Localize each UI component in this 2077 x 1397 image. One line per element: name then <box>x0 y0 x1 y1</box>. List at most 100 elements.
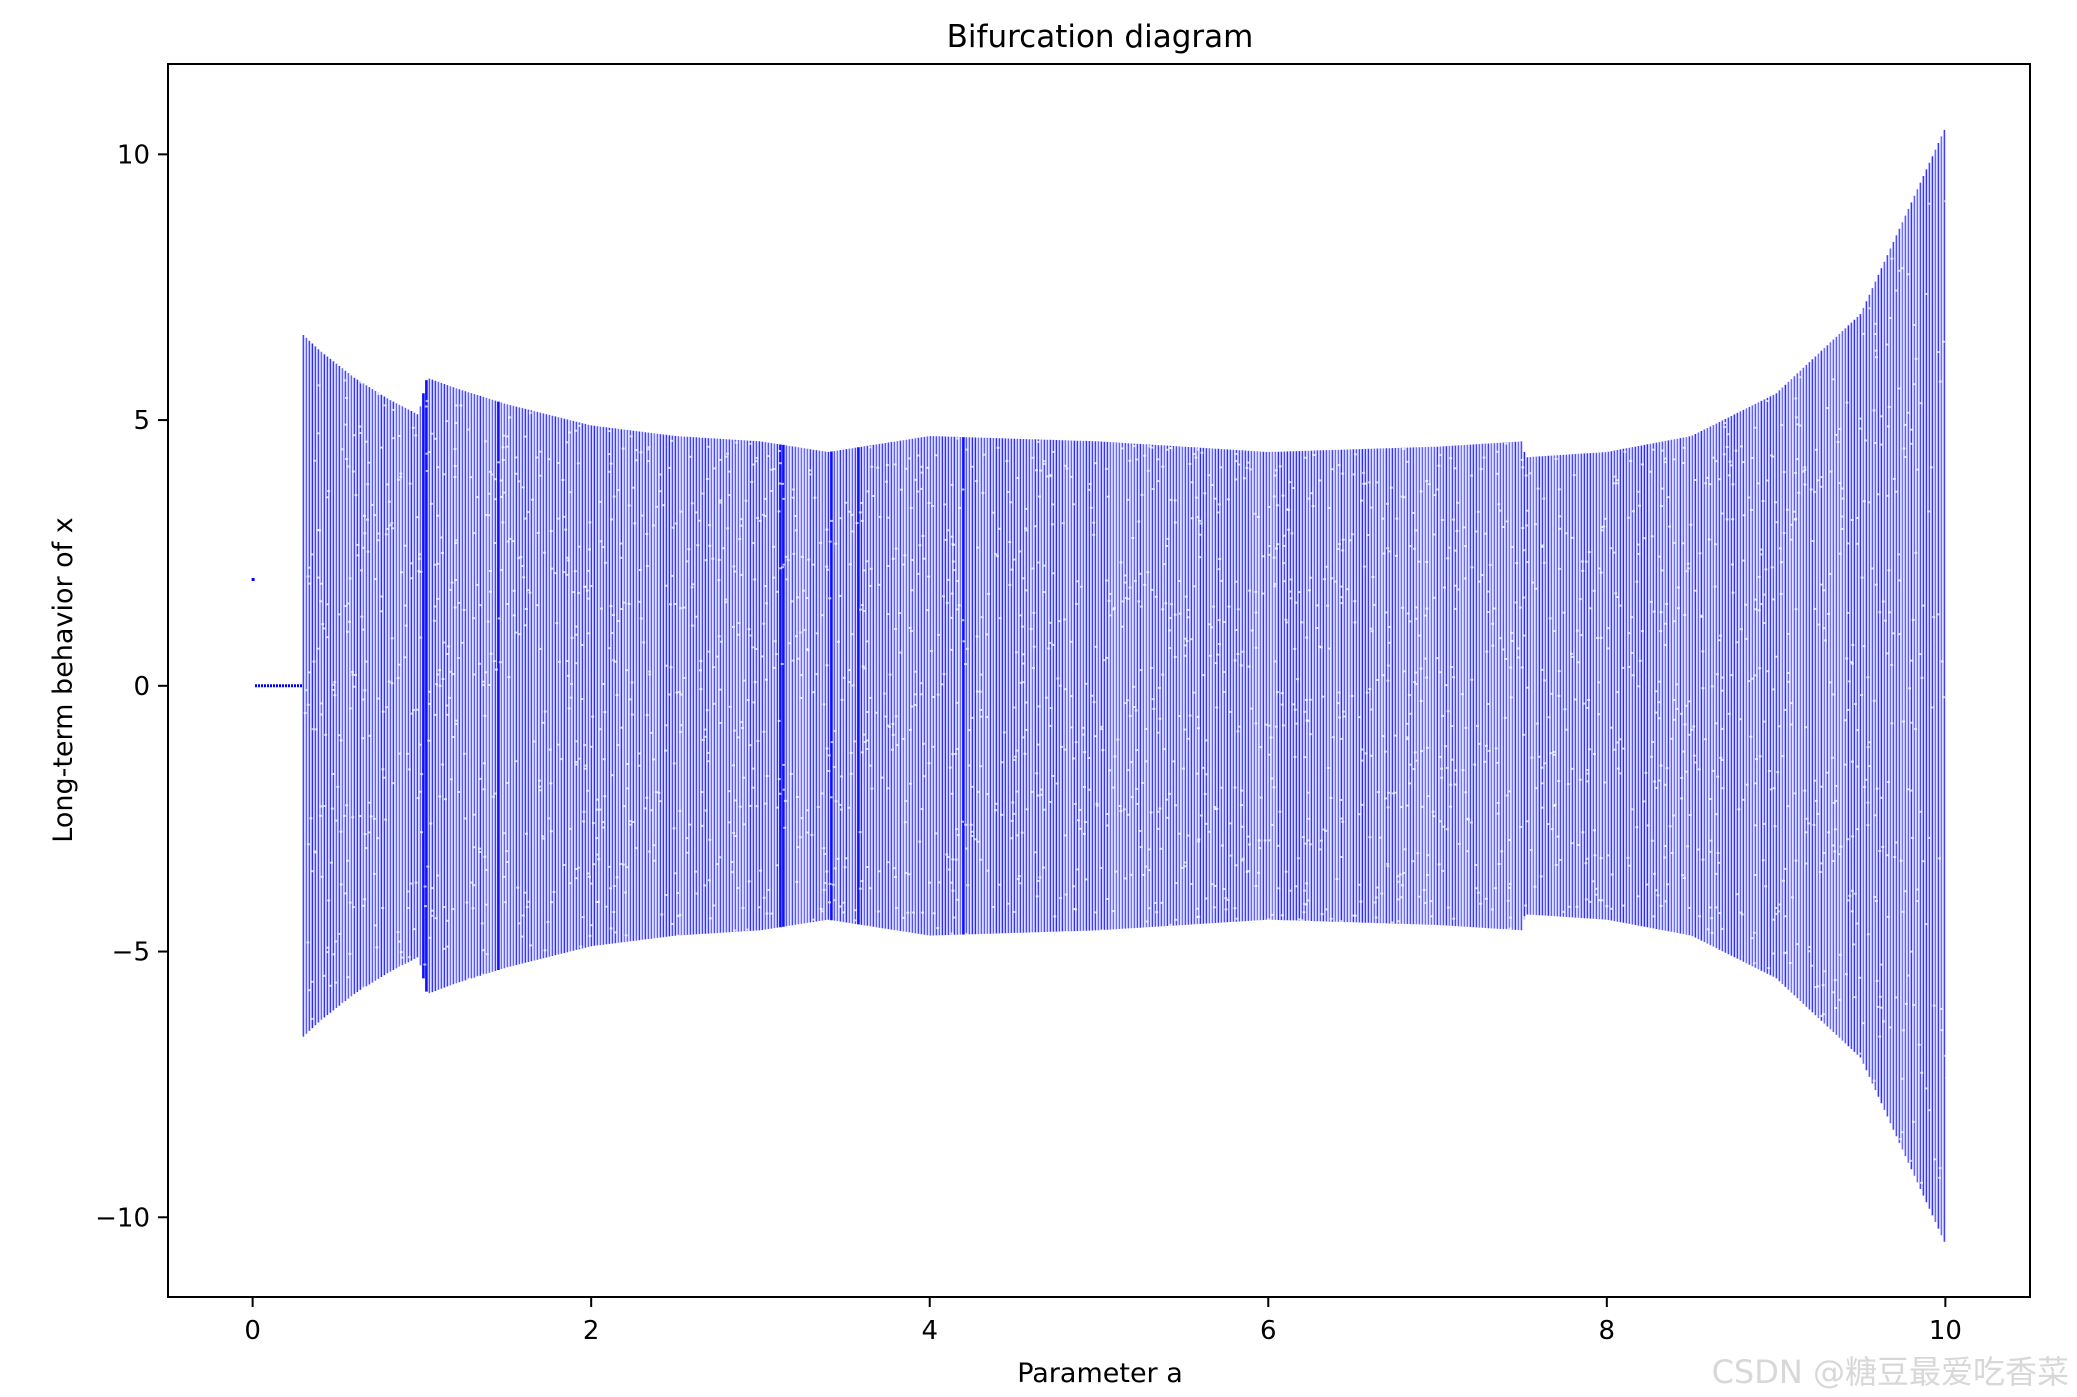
point-gap <box>886 516 890 519</box>
point-gap <box>407 907 411 909</box>
point-gap <box>1259 796 1263 799</box>
point-gap <box>769 468 773 471</box>
point-gap <box>850 633 854 636</box>
point-gap <box>625 866 628 869</box>
point-gap <box>1833 828 1837 831</box>
point-gap <box>1307 839 1311 842</box>
point-gap <box>1838 953 1842 956</box>
point-gap <box>707 760 711 763</box>
point-gap <box>1275 504 1279 507</box>
point-gap <box>397 940 401 943</box>
point-gap <box>388 524 392 527</box>
point-gap <box>1628 864 1632 867</box>
point-gap <box>1851 644 1855 646</box>
point-gap <box>1652 915 1656 918</box>
point-gap <box>789 772 793 775</box>
point-gap <box>1938 1176 1942 1179</box>
point-gap <box>1166 816 1170 819</box>
point-gap <box>1138 830 1142 832</box>
point-gap <box>377 697 381 700</box>
point-gap <box>1520 666 1524 669</box>
point-gap <box>674 603 677 605</box>
point-gap <box>1104 579 1108 582</box>
point-gap <box>1682 877 1686 879</box>
point-gap <box>737 736 741 739</box>
point-gap <box>1063 748 1067 751</box>
point-gap <box>1578 598 1582 601</box>
point-gap <box>979 709 983 711</box>
point-gap <box>483 855 487 858</box>
point-gap <box>555 622 559 625</box>
point-gap <box>308 671 312 674</box>
point-gap <box>1891 632 1895 635</box>
point-gap <box>1173 656 1177 658</box>
point-gap <box>1337 702 1341 705</box>
point-gap <box>837 640 840 643</box>
point-gap <box>748 744 752 747</box>
point-gap <box>1847 899 1851 902</box>
point-gap <box>701 824 705 827</box>
point-gap <box>1405 722 1409 725</box>
point-gap <box>1652 448 1656 451</box>
point-gap <box>1051 503 1054 506</box>
point-gap <box>732 625 735 628</box>
point-gap <box>1270 913 1274 916</box>
point-gap <box>704 559 708 562</box>
point-gap <box>416 797 420 800</box>
point-gap <box>482 788 486 791</box>
point-gap <box>541 721 545 724</box>
point-gap <box>1326 604 1330 607</box>
point-gap <box>1588 900 1592 903</box>
point-gap <box>1012 910 1016 913</box>
point-gap <box>338 932 342 935</box>
point-gap <box>472 884 476 887</box>
point-gap <box>327 490 331 493</box>
point-gap <box>595 798 599 801</box>
point-gap <box>1450 666 1454 669</box>
point-gap <box>1082 832 1086 835</box>
point-gap <box>1226 898 1230 901</box>
point-gap <box>1172 760 1176 763</box>
point-gap <box>943 503 946 506</box>
point-gap <box>891 748 894 751</box>
point-gap <box>1758 667 1762 670</box>
point-gap <box>1508 882 1512 885</box>
point-gap <box>569 827 573 830</box>
point-gap <box>925 609 929 612</box>
point-gap <box>743 679 747 682</box>
point-gap <box>1032 645 1036 648</box>
point-gap <box>1885 343 1889 346</box>
point-gap <box>333 694 337 697</box>
point-gap <box>1123 702 1127 705</box>
point-gap <box>1308 576 1312 579</box>
point-gap <box>708 838 712 841</box>
point-gap <box>1386 502 1389 505</box>
point-gap <box>1368 836 1372 839</box>
point-gap <box>1529 849 1533 852</box>
point-gap <box>1126 498 1130 501</box>
point-gap <box>1187 616 1190 619</box>
point-gap <box>1557 694 1561 697</box>
point-gap <box>446 945 450 948</box>
point-gap <box>645 796 649 799</box>
point-gap <box>944 538 948 541</box>
point-gap <box>698 519 702 522</box>
point-gap <box>779 462 782 465</box>
point-gap <box>1505 442 1509 445</box>
point-gap <box>1037 880 1041 882</box>
point-gap <box>310 1017 314 1020</box>
point-gap <box>833 730 837 732</box>
point-gap <box>800 817 804 820</box>
point-gap <box>492 660 496 663</box>
point-gap <box>1413 681 1417 684</box>
point-gap <box>1371 576 1375 578</box>
point-gap <box>481 949 485 952</box>
point-gap <box>433 605 437 608</box>
point-gap <box>892 867 896 870</box>
point-gap <box>1478 742 1482 745</box>
point-gap <box>1267 753 1271 756</box>
point-gap <box>1523 634 1527 637</box>
point-gap <box>1289 597 1293 600</box>
point-gap <box>454 579 457 581</box>
point-gap <box>1656 894 1660 897</box>
